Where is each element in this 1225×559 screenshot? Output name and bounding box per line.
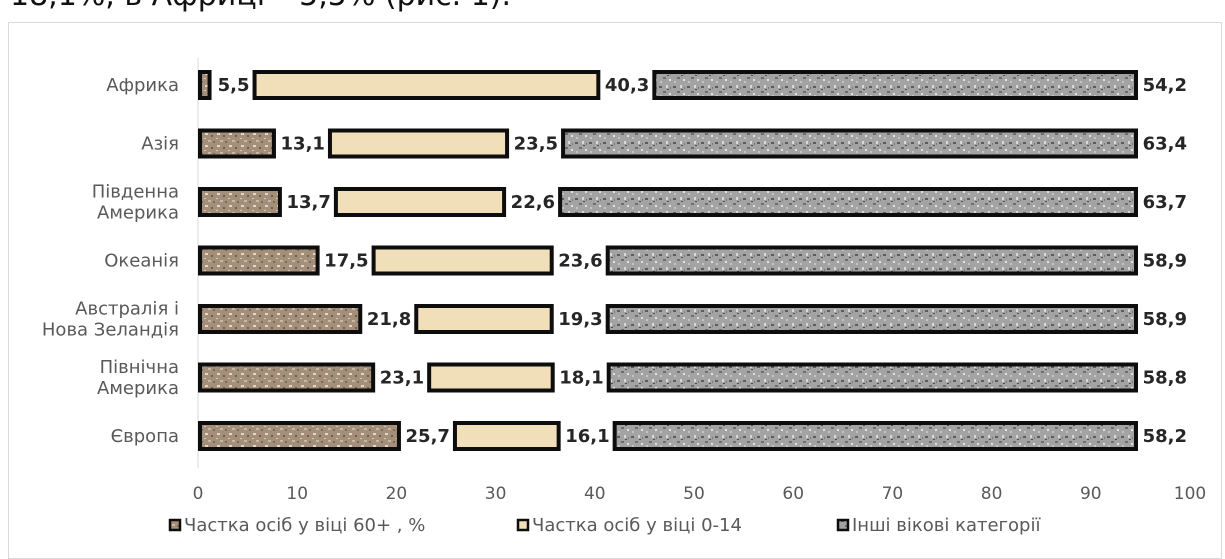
x-tick-label: 60 (782, 484, 804, 504)
bar-share-0-14 (414, 304, 554, 334)
data-label-other-ages: 58,8 (1143, 368, 1187, 389)
bar-share-0-14 (452, 421, 561, 451)
data-label-share-60plus: 17,5 (324, 251, 368, 272)
bar-share-60plus (198, 187, 282, 217)
bar-share-60plus (198, 421, 401, 451)
x-tick-label: 20 (386, 484, 408, 504)
category-label: Океанія (104, 251, 179, 272)
x-tick-label: 50 (683, 484, 705, 504)
x-tick-label: 10 (286, 484, 308, 504)
x-tick-label: 80 (981, 484, 1003, 504)
x-tick-label: 70 (882, 484, 904, 504)
chart-frame (8, 22, 1222, 559)
chart-legend: Частка осіб у віці 60+ , % Частка осіб у … (168, 515, 1041, 536)
category-label: Азія (141, 134, 179, 155)
data-label-share-60plus: 23,1 (380, 368, 424, 389)
data-label-share-0-14: 40,3 (605, 75, 649, 96)
data-label-share-0-14: 16,1 (565, 426, 609, 447)
legend-swatch-other-ages (836, 518, 850, 532)
bar-other-ages (605, 304, 1138, 334)
category-label: Америка (97, 378, 179, 399)
data-label-other-ages: 58,9 (1143, 309, 1187, 330)
bar-other-ages (558, 187, 1138, 217)
bar-share-60plus (198, 362, 376, 393)
bar-share-60plus (198, 304, 363, 334)
legend-swatch-share-0-14 (516, 518, 530, 532)
bar-share-60plus (198, 70, 212, 100)
category-label: Північна (100, 357, 179, 378)
bar-share-60plus (198, 128, 276, 159)
data-label-share-60plus: 5,5 (218, 75, 250, 96)
data-label-share-60plus: 13,1 (281, 134, 325, 155)
data-label-share-0-14: 23,6 (558, 251, 602, 272)
x-tick-label: 30 (485, 484, 507, 504)
x-tick-label: 40 (584, 484, 606, 504)
bar-other-ages (561, 128, 1138, 159)
legend-label-share-0-14: Частка осіб у віці 0-14 (532, 515, 742, 536)
bar-other-ages (606, 362, 1138, 393)
data-label-share-60plus: 21,8 (367, 309, 411, 330)
bar-other-ages (612, 421, 1138, 451)
data-label-other-ages: 58,2 (1143, 426, 1187, 447)
category-label: Африка (106, 75, 179, 96)
x-tick-label: 0 (193, 484, 204, 504)
preceding-text-line: 18,1%, в Африці – 5,5% (рис. 1). (10, 0, 511, 13)
data-label-share-60plus: 13,7 (286, 192, 330, 213)
data-label-share-60plus: 25,7 (406, 426, 450, 447)
data-label-share-0-14: 19,3 (558, 309, 602, 330)
data-label-other-ages: 54,2 (1143, 75, 1187, 96)
bar-share-0-14 (333, 187, 507, 217)
data-label-share-0-14: 22,6 (511, 192, 555, 213)
data-label-other-ages: 58,9 (1143, 251, 1187, 272)
category-label: Європа (111, 426, 179, 447)
data-label-other-ages: 63,7 (1143, 192, 1187, 213)
legend-label-share-60plus: Частка осіб у віці 60+ , % (184, 515, 425, 536)
bar-share-0-14 (427, 362, 555, 393)
bar-other-ages (605, 245, 1138, 276)
legend-label-other-ages: Інші вікові категорії (852, 515, 1041, 536)
category-label: Нова Зеландія (42, 320, 179, 341)
bar-share-0-14 (252, 70, 601, 100)
bar-other-ages (652, 70, 1138, 100)
legend-swatch-share-60plus (168, 518, 182, 532)
category-label: Австралія і (75, 299, 179, 320)
bar-share-0-14 (371, 245, 554, 276)
data-label-other-ages: 63,4 (1143, 134, 1187, 155)
bar-share-60plus (198, 245, 320, 276)
x-tick-label: 90 (1080, 484, 1102, 504)
category-label: Америка (97, 203, 179, 224)
x-tick-label: 100 (1174, 484, 1206, 504)
data-label-share-0-14: 18,1 (559, 368, 603, 389)
bar-share-0-14 (327, 128, 510, 159)
data-label-share-0-14: 23,5 (514, 134, 558, 155)
category-label: Південна (92, 182, 179, 203)
